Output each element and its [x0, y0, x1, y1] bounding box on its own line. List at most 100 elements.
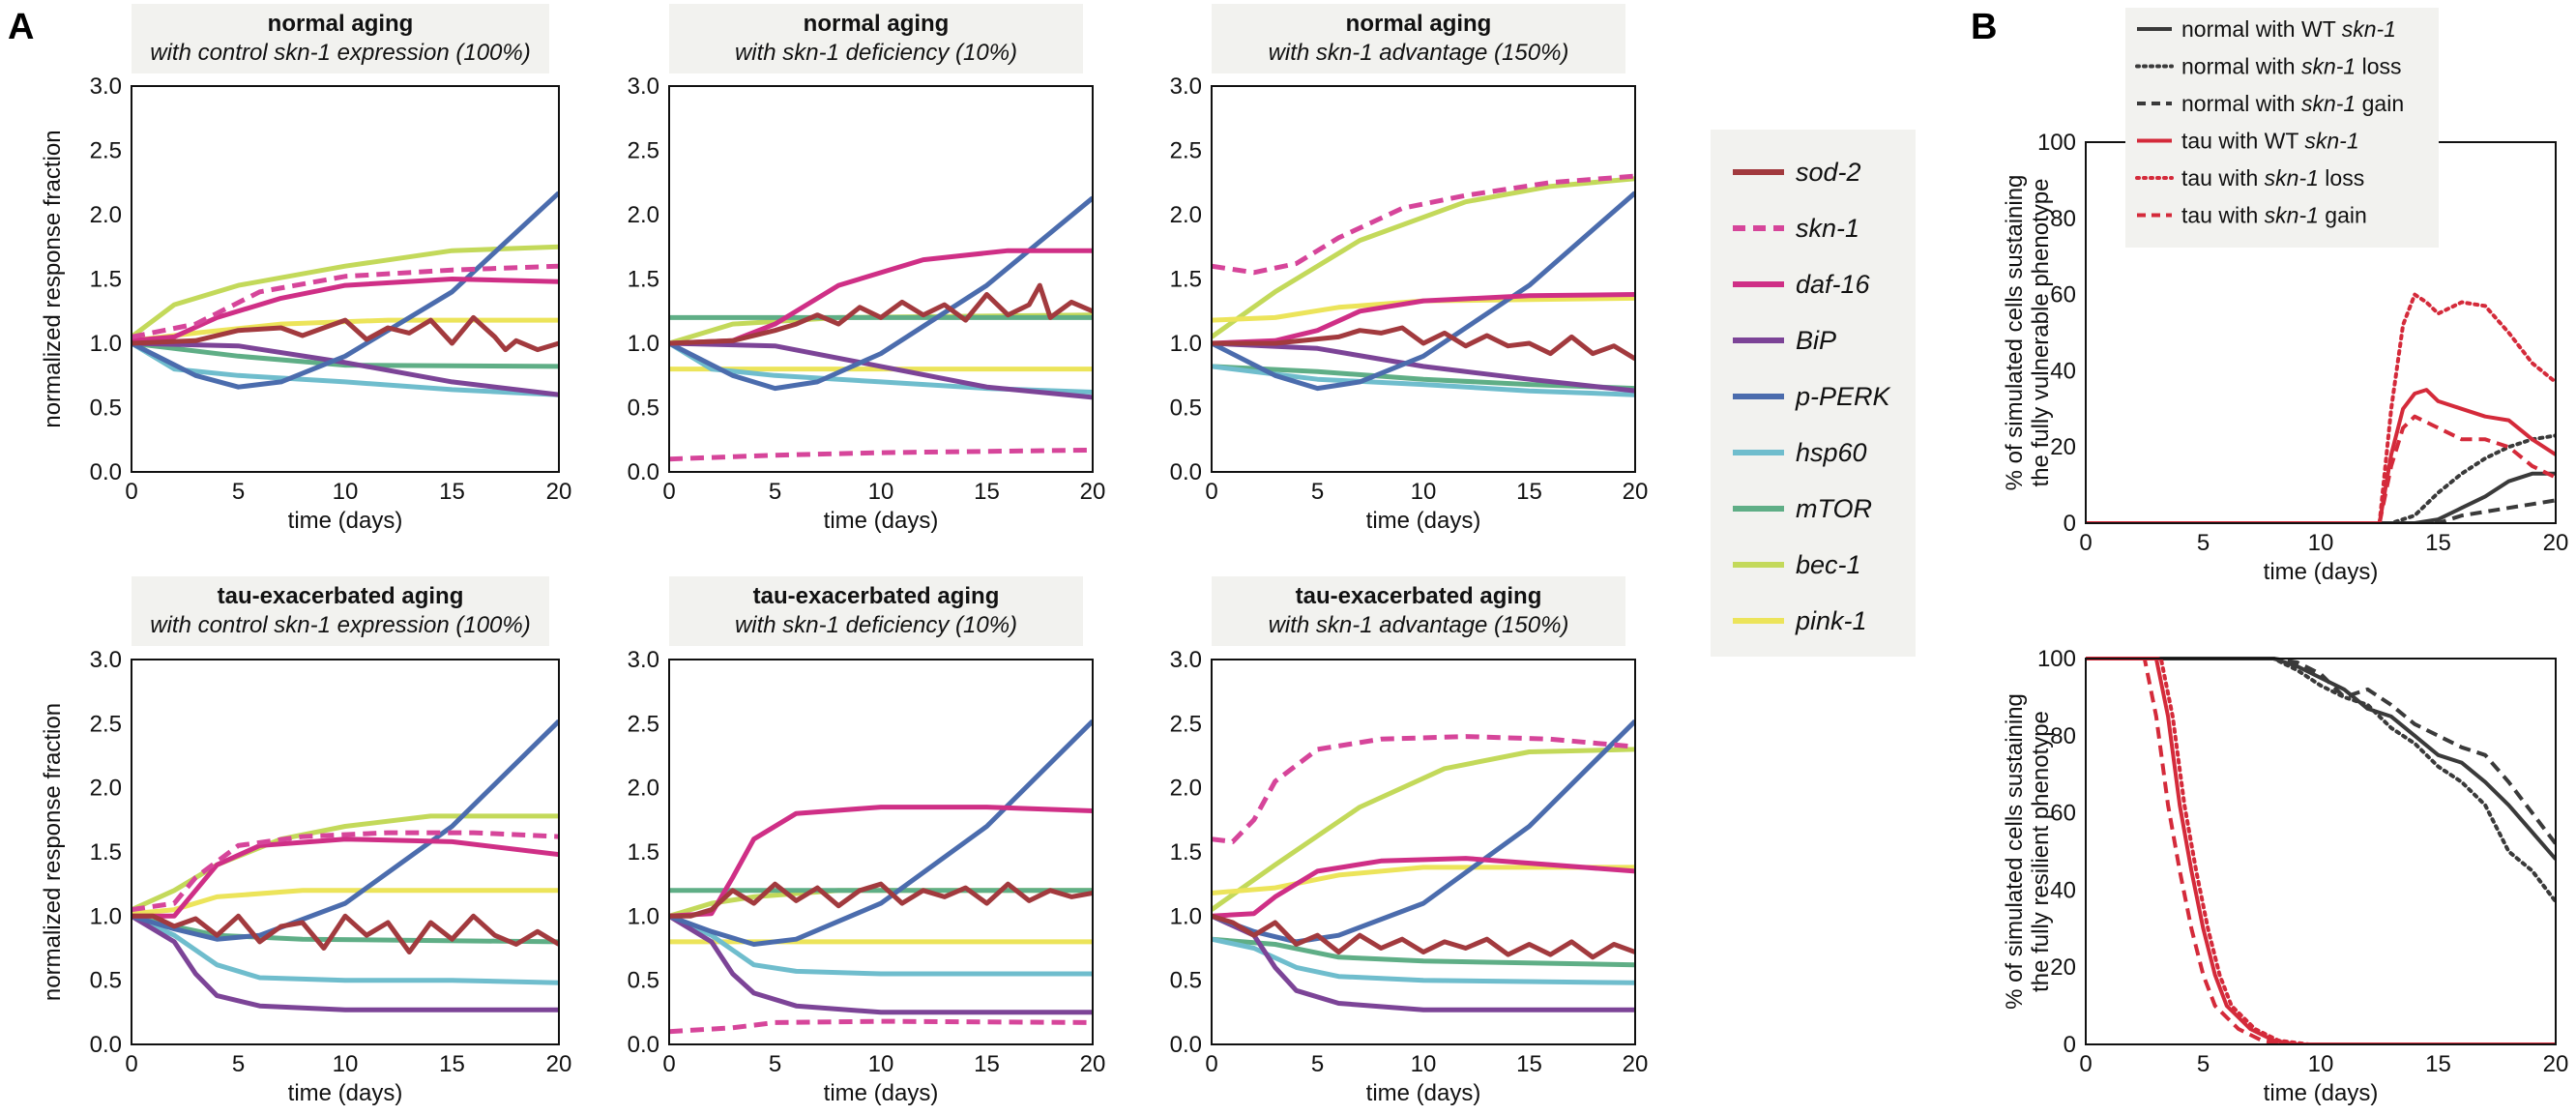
y-tick-label: 0.0	[1170, 459, 1202, 485]
series-line-normal-with-skn-1-loss	[2086, 657, 2556, 904]
series-line-pink-1	[132, 888, 559, 917]
y-tick-label: 0.0	[628, 459, 659, 485]
plot-frame	[131, 659, 560, 1045]
series-line-hsp60	[132, 914, 559, 985]
chart-title-box	[669, 576, 1083, 646]
panel-letter-a: A	[8, 7, 34, 47]
series-line-BiP	[132, 340, 559, 397]
x-tick-label: 10	[2308, 1051, 2334, 1077]
legend-label-mTOR: mTOR	[1796, 494, 1872, 523]
y-tick-label: 1.5	[628, 839, 659, 866]
y-tick-label: 60	[2050, 801, 2076, 827]
series-line-sod-2	[1212, 325, 1635, 362]
y-tick-label: 0.0	[1170, 1032, 1202, 1058]
x-axis-label: time (days)	[2264, 559, 2379, 585]
chart-a4: tau-exacerbated aging with control skn-1 …	[40, 576, 571, 1106]
series-line-p-PERK	[669, 719, 1093, 947]
legend-b-label-part: normal with	[2181, 91, 2301, 116]
legend-b-label: tau with WT skn-1	[2181, 129, 2359, 154]
y-tick-label: 1.0	[628, 331, 659, 357]
plot-frame	[1211, 85, 1636, 473]
legend-b-label-part: tau with	[2181, 165, 2265, 191]
y-tick-label: 0.5	[628, 968, 659, 994]
x-axis-label: time (days)	[288, 508, 403, 534]
chart-title: tau-exacerbated aging	[753, 583, 1000, 609]
series-line-tau-with-WT-skn-1	[2086, 388, 2556, 523]
plot-frame	[1211, 659, 1636, 1045]
series-line-daf-16	[132, 836, 559, 919]
y-tick-label: 3.0	[1170, 647, 1202, 673]
y-tick-label: 3.0	[1170, 73, 1202, 100]
series-line-bec-1	[132, 244, 559, 339]
y-tick-label: 0.5	[628, 396, 659, 422]
series-line-skn-1	[1212, 173, 1635, 276]
chart-a1: normal aging with control skn-1 expressio…	[40, 4, 571, 534]
y-tick-label: 1.5	[1170, 839, 1202, 866]
legend-b-label-part: skn-1	[2304, 129, 2358, 154]
chart-subtitle: with skn-1 deficiency (10%)	[735, 612, 1017, 638]
chart-subtitle: with control skn-1 expression (100%)	[150, 612, 531, 638]
x-tick-label: 0	[1205, 1051, 1217, 1077]
chart-a5: tau-exacerbated aging with skn-1 deficien…	[628, 576, 1105, 1106]
series-line-normal-with-skn-1-gain	[2086, 498, 2556, 523]
chart-subtitle: with skn-1 advantage (150%)	[1269, 40, 1569, 66]
y-tick-label: 0.5	[1170, 396, 1202, 422]
x-tick-label: 10	[868, 479, 894, 505]
x-tick-label: 20	[546, 479, 572, 505]
series-line-hsp60	[1212, 364, 1635, 397]
y-tick-label: 3.0	[628, 73, 659, 100]
y-axis-label: normalized response fraction	[40, 703, 66, 1001]
series-line-p-PERK	[1212, 719, 1635, 945]
x-tick-label: 10	[868, 1051, 894, 1077]
y-tick-label: 3.0	[628, 647, 659, 673]
series-group	[669, 719, 1093, 1035]
panel-letter-b: B	[1971, 7, 1997, 47]
x-tick-label: 5	[2197, 1051, 2210, 1077]
y-tick-label: 2.0	[1170, 776, 1202, 802]
series-line-BiP	[132, 914, 559, 1012]
chart-title: normal aging	[1346, 11, 1492, 37]
y-tick-label: 2.0	[628, 776, 659, 802]
y-tick-label: 0.5	[90, 396, 122, 422]
legend-b-label: tau with skn-1 loss	[2181, 165, 2364, 191]
x-tick-label: 0	[1205, 479, 1217, 505]
series-line-daf-16	[669, 248, 1093, 346]
chart-b1: 0 5 10 15 20 0 20 40 60 80 100 time (days) % of simu…	[2002, 130, 2568, 585]
legend-label-p-PERK: p-PERK	[1795, 382, 1891, 411]
x-tick-label: 5	[1311, 479, 1324, 505]
series-group	[669, 195, 1093, 462]
y-tick-label: 2.5	[628, 138, 659, 164]
x-tick-label: 0	[125, 1051, 137, 1077]
y-tick-label: 1.5	[628, 267, 659, 293]
legend-b-label-part: normal with	[2181, 54, 2301, 79]
x-axis-label: time (days)	[824, 1080, 939, 1106]
series-line-tau-with-skn-1-loss	[2086, 292, 2556, 523]
x-tick-label: 20	[546, 1051, 572, 1077]
y-tick-label: 20	[2050, 954, 2076, 981]
legend-b-label-part: skn-1	[2265, 165, 2319, 191]
chart-subtitle: with skn-1 deficiency (10%)	[735, 40, 1017, 66]
series-line-pink-1	[1212, 865, 1635, 895]
legend-label-sod-2: sod-2	[1796, 158, 1861, 187]
x-tick-label: 15	[2425, 530, 2451, 556]
legend-b-label-part: skn-1	[2301, 54, 2356, 79]
series-line-sod-2	[669, 282, 1093, 346]
y-tick-label: 1.0	[1170, 903, 1202, 929]
plot-frame	[2085, 658, 2557, 1045]
series-line-sod-2	[669, 881, 1093, 919]
y-tick-label: 0.0	[90, 1032, 122, 1058]
x-tick-label: 10	[333, 1051, 359, 1077]
y-tick-label: 1.5	[1170, 267, 1202, 293]
x-tick-label: 0	[2079, 530, 2092, 556]
series-line-skn-1	[132, 263, 559, 339]
y-axis-label: the fully resilient phenotype	[2028, 711, 2054, 992]
series-group	[1212, 173, 1635, 397]
legend-b-label-part: tau with WT	[2181, 129, 2304, 154]
series-line-skn-1	[132, 830, 559, 913]
y-tick-label: 100	[2037, 646, 2076, 672]
series-line-sod-2	[1212, 913, 1635, 960]
legend-b-label: tau with skn-1 gain	[2181, 203, 2367, 228]
x-tick-label: 20	[1080, 479, 1106, 505]
